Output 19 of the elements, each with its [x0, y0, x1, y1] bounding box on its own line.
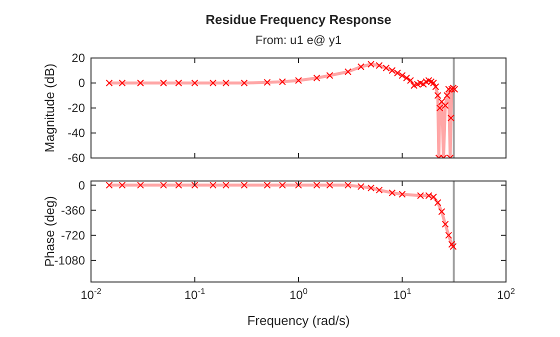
y-axis-title: Magnitude (dB): [42, 64, 57, 152]
y-tick-label: -1080: [54, 254, 86, 268]
chart-title: Residue Frequency Response: [206, 12, 392, 27]
x-tick-label: 10$^{-1}$: [184, 286, 206, 302]
y-tick-label: 20: [72, 51, 86, 66]
x-axis-title: Frequency (rad/s): [247, 313, 350, 328]
y-tick-label: -60: [68, 151, 86, 166]
y-tick-label: -40: [68, 126, 86, 140]
y-axis-title: Phase (deg): [42, 196, 57, 267]
x-tick-label: 10$^{-2}$: [80, 286, 102, 302]
x-tick-label: 10$^{1}$: [393, 286, 412, 302]
y-tick-label: -360: [60, 203, 86, 218]
y-tick-label: 0: [78, 76, 86, 90]
x-tick-label: 10$^{0}$: [289, 286, 308, 302]
x-tick-label: 10$^{2}$: [496, 286, 516, 302]
chart-subtitle: From: u1 e@ y1: [255, 33, 342, 47]
y-tick-label: -20: [68, 101, 86, 116]
y-tick-label: -720: [60, 228, 86, 243]
y-tick-label: 0: [78, 178, 86, 192]
